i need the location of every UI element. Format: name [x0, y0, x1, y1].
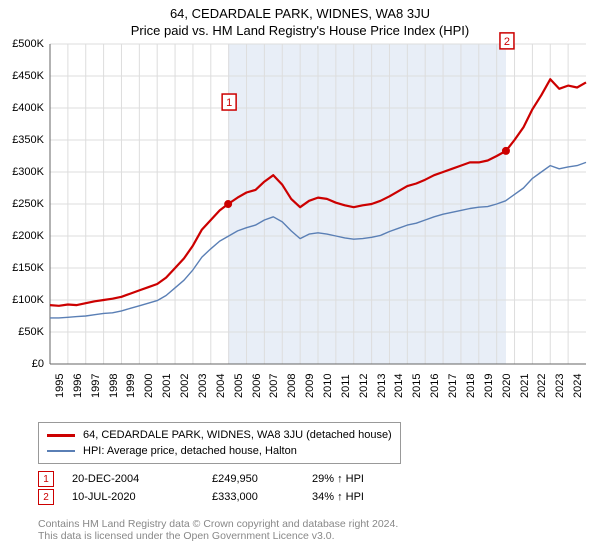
footer-line-1: Contains HM Land Registry data © Crown c… [38, 518, 398, 530]
transaction-date: 20-DEC-2004 [72, 473, 212, 485]
legend-label: HPI: Average price, detached house, Halt… [83, 445, 297, 457]
x-tick-label: 2022 [536, 374, 548, 398]
legend-swatch [47, 434, 75, 437]
transaction-pct: 34% ↑ HPI [312, 491, 412, 503]
y-tick-label: £450K [12, 70, 44, 82]
x-tick-label: 2016 [429, 374, 441, 398]
y-tick-label: £250K [12, 198, 44, 210]
x-tick-label: 1998 [108, 374, 120, 398]
transaction-date: 10-JUL-2020 [72, 491, 212, 503]
x-tick-label: 2011 [340, 374, 352, 398]
y-tick-label: £150K [12, 262, 44, 274]
x-tick-label: 2020 [501, 374, 513, 398]
x-tick-label: 2024 [572, 374, 584, 398]
y-tick-label: £200K [12, 230, 44, 242]
transactions-table: 1 20-DEC-2004£249,95029% ↑ HPI 2 10-JUL-202… [38, 470, 412, 506]
x-tick-label: 2021 [519, 374, 531, 398]
x-tick-label: 2002 [179, 374, 191, 398]
legend-item: HPI: Average price, detached house, Halt… [47, 443, 392, 459]
legend-swatch [47, 450, 75, 452]
legend-box: 64, CEDARDALE PARK, WIDNES, WA8 3JU (det… [38, 422, 401, 464]
y-tick-label: £300K [12, 166, 44, 178]
transaction-price: £249,950 [212, 473, 312, 485]
transaction-marker: 1 [38, 471, 54, 487]
x-tick-label: 2006 [251, 374, 263, 398]
x-tick-label: 2023 [554, 374, 566, 398]
footer-line-2: This data is licensed under the Open Gov… [38, 530, 398, 542]
x-tick-label: 2015 [411, 374, 423, 398]
x-tick-label: 2000 [143, 374, 155, 398]
x-tick-label: 2018 [465, 374, 477, 398]
x-tick-label: 1996 [72, 374, 84, 398]
transaction-marker: 2 [38, 489, 54, 505]
x-tick-label: 2019 [483, 374, 495, 398]
x-tick-label: 1997 [90, 374, 102, 398]
x-tick-label: 2007 [268, 374, 280, 398]
x-tick-label: 2004 [215, 374, 227, 398]
x-tick-label: 2009 [304, 374, 316, 398]
x-tick-label: 2003 [197, 374, 209, 398]
y-tick-label: £500K [12, 38, 44, 50]
x-tick-label: 2017 [447, 374, 459, 398]
y-tick-label: £0 [32, 358, 44, 370]
y-tick-label: £400K [12, 102, 44, 114]
transaction-row: 2 10-JUL-2020£333,00034% ↑ HPI [38, 488, 412, 506]
x-tick-label: 2008 [286, 374, 298, 398]
y-tick-label: £100K [12, 294, 44, 306]
x-tick-label: 2005 [233, 374, 245, 398]
sale-marker-label: 1 [226, 97, 232, 109]
title-line-1: 64, CEDARDALE PARK, WIDNES, WA8 3JU [0, 0, 600, 21]
x-tick-label: 2013 [376, 374, 388, 398]
chart-container: 64, CEDARDALE PARK, WIDNES, WA8 3JU Pric… [0, 0, 600, 560]
chart-plot-area: 12£0£50K£100K£150K£200K£250K£300K£350K£4… [50, 44, 586, 364]
x-tick-label: 1995 [54, 374, 66, 398]
transaction-pct: 29% ↑ HPI [312, 473, 412, 485]
sale-marker-label: 2 [504, 36, 510, 48]
x-tick-label: 1999 [125, 374, 137, 398]
y-tick-label: £350K [12, 134, 44, 146]
sale-marker-dot [224, 200, 232, 208]
transaction-row: 1 20-DEC-2004£249,95029% ↑ HPI [38, 470, 412, 488]
legend-item: 64, CEDARDALE PARK, WIDNES, WA8 3JU (det… [47, 427, 392, 443]
sale-marker-dot [502, 147, 510, 155]
chart-svg: 12 [50, 44, 586, 364]
x-tick-label: 2010 [322, 374, 334, 398]
legend-label: 64, CEDARDALE PARK, WIDNES, WA8 3JU (det… [83, 429, 392, 441]
x-tick-label: 2001 [161, 374, 173, 398]
transaction-price: £333,000 [212, 491, 312, 503]
x-tick-label: 2012 [358, 374, 370, 398]
y-tick-label: £50K [18, 326, 44, 338]
footer-attribution: Contains HM Land Registry data © Crown c… [38, 518, 398, 542]
x-tick-label: 2014 [393, 374, 405, 398]
